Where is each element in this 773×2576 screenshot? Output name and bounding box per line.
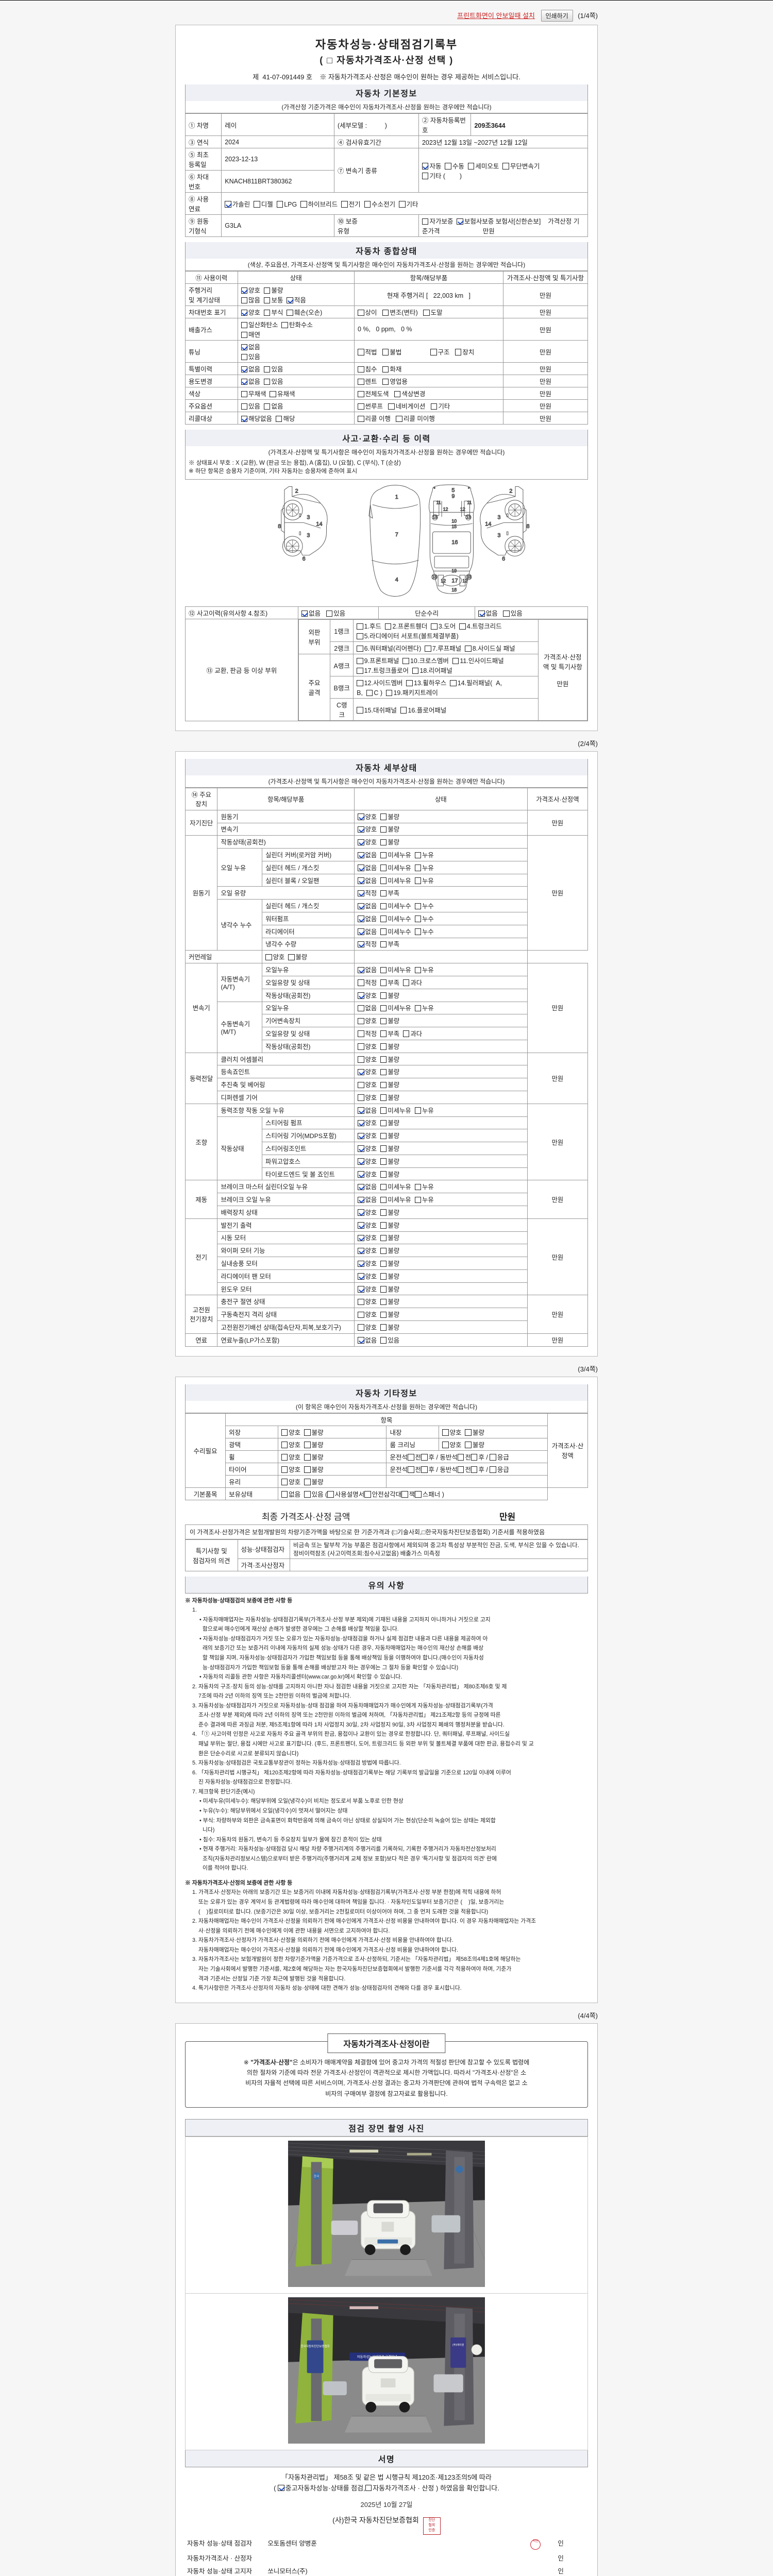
svg-text:6: 6: [502, 556, 505, 562]
svg-text:3: 3: [307, 533, 310, 539]
svg-text:12: 12: [462, 578, 467, 583]
svg-text:3: 3: [497, 533, 500, 539]
svg-text:1: 1: [395, 494, 398, 500]
svg-text:14: 14: [316, 521, 322, 528]
svg-text:6: 6: [303, 556, 306, 562]
svg-text:9: 9: [451, 493, 455, 499]
svg-text:한국: 한국: [313, 2175, 319, 2178]
svg-text:13: 13: [432, 574, 437, 579]
svg-text:11: 11: [436, 500, 441, 505]
svg-text:13: 13: [433, 515, 438, 520]
svg-text:2: 2: [509, 488, 512, 495]
svg-text:3: 3: [307, 515, 310, 521]
svg-text:7: 7: [395, 532, 398, 538]
svg-text:4: 4: [395, 577, 398, 583]
svg-text:10: 10: [451, 519, 457, 524]
svg-text:5: 5: [451, 487, 455, 494]
svg-text:3: 3: [497, 515, 500, 521]
svg-text:11: 11: [467, 500, 472, 505]
svg-text:15: 15: [451, 524, 457, 529]
svg-text:16: 16: [451, 539, 458, 546]
svg-text:19: 19: [451, 568, 457, 573]
svg-text:13: 13: [466, 515, 470, 520]
svg-text:14: 14: [485, 521, 491, 528]
svg-text:12: 12: [460, 507, 465, 512]
svg-text:18: 18: [451, 587, 457, 592]
svg-text:17: 17: [451, 578, 458, 584]
svg-text:12: 12: [443, 507, 448, 512]
svg-text:8: 8: [278, 523, 281, 530]
svg-text:8: 8: [527, 523, 530, 530]
svg-text:2: 2: [295, 488, 298, 495]
